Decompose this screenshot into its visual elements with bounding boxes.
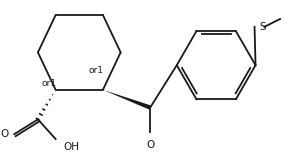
Text: O: O [0, 129, 8, 139]
Text: or1: or1 [88, 66, 103, 75]
Text: S: S [260, 22, 266, 32]
Text: O: O [146, 140, 154, 150]
Polygon shape [103, 90, 151, 110]
Text: or1: or1 [42, 79, 57, 88]
Text: OH: OH [64, 142, 79, 152]
